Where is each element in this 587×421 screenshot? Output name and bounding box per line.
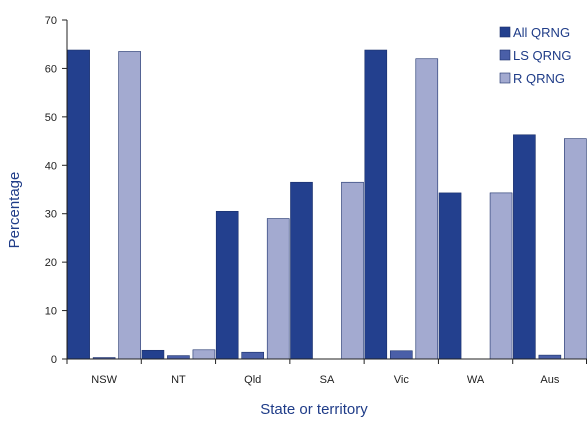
y-axis: 0 10 20 30 40 50 60 70 — [45, 15, 68, 366]
bar-all-qrng-qld — [215, 210, 239, 360]
y-tick-label: 70 — [45, 15, 57, 27]
bar-all-qrng-vic — [364, 49, 388, 360]
bar-ls-qrng-vic — [389, 350, 413, 360]
bar-all-qrng-aus — [513, 134, 536, 360]
y-tick-label: 20 — [45, 257, 57, 269]
bar-r-qrng-nsw — [118, 51, 141, 360]
plot-area — [67, 49, 587, 360]
y-tick-label: 10 — [45, 306, 57, 318]
bar-r-qrng-qld — [266, 218, 290, 360]
x-tick-label: WA — [467, 374, 485, 386]
x-tick-label: NSW — [91, 374, 117, 386]
y-tick-label: 40 — [45, 160, 57, 172]
bar-r-qrng-aus — [564, 138, 587, 360]
x-tick-label: Qld — [244, 374, 261, 386]
x-tick-label: NT — [171, 374, 186, 386]
bar-r-qrng-nt — [192, 349, 216, 360]
bar-r-qrng-vic — [415, 58, 439, 360]
y-tick-label: 0 — [51, 354, 57, 366]
y-axis-title: Percentage — [6, 172, 23, 249]
y-tick-label: 50 — [45, 112, 57, 124]
x-axis: NSW NT Qld SA Vic WA Aus — [66, 358, 587, 386]
bar-ls-qrng-qld — [241, 351, 265, 360]
bar-r-qrng-sa — [341, 181, 364, 360]
bar-ls-qrng-nt — [167, 355, 190, 360]
legend-swatch-ls-qrng — [499, 49, 511, 61]
legend-label-ls-qrng: LS QRNG — [513, 48, 572, 63]
bar-all-qrng-nsw — [67, 49, 90, 360]
bar-ls-qrng-aus — [538, 354, 562, 360]
legend-swatch-all-qrng — [499, 26, 511, 38]
bar-all-qrng-sa — [290, 181, 313, 360]
legend-label-all-qrng: All QRNG — [513, 25, 570, 40]
y-tick-label: 60 — [45, 63, 57, 75]
bar-all-qrng-nt — [141, 349, 165, 360]
x-tick-label: SA — [320, 374, 335, 386]
legend-label-r-qrng: R QRNG — [513, 71, 565, 86]
bar-r-qrng-wa — [489, 192, 513, 360]
legend: All QRNG LS QRNG R QRNG — [499, 25, 572, 86]
legend-swatch-r-qrng — [499, 72, 511, 84]
x-axis-title: State or territory — [260, 401, 368, 418]
bar-all-qrng-wa — [438, 192, 462, 360]
x-tick-label: Vic — [394, 374, 410, 386]
x-tick-label: Aus — [540, 374, 559, 386]
y-tick-label: 30 — [45, 209, 57, 221]
